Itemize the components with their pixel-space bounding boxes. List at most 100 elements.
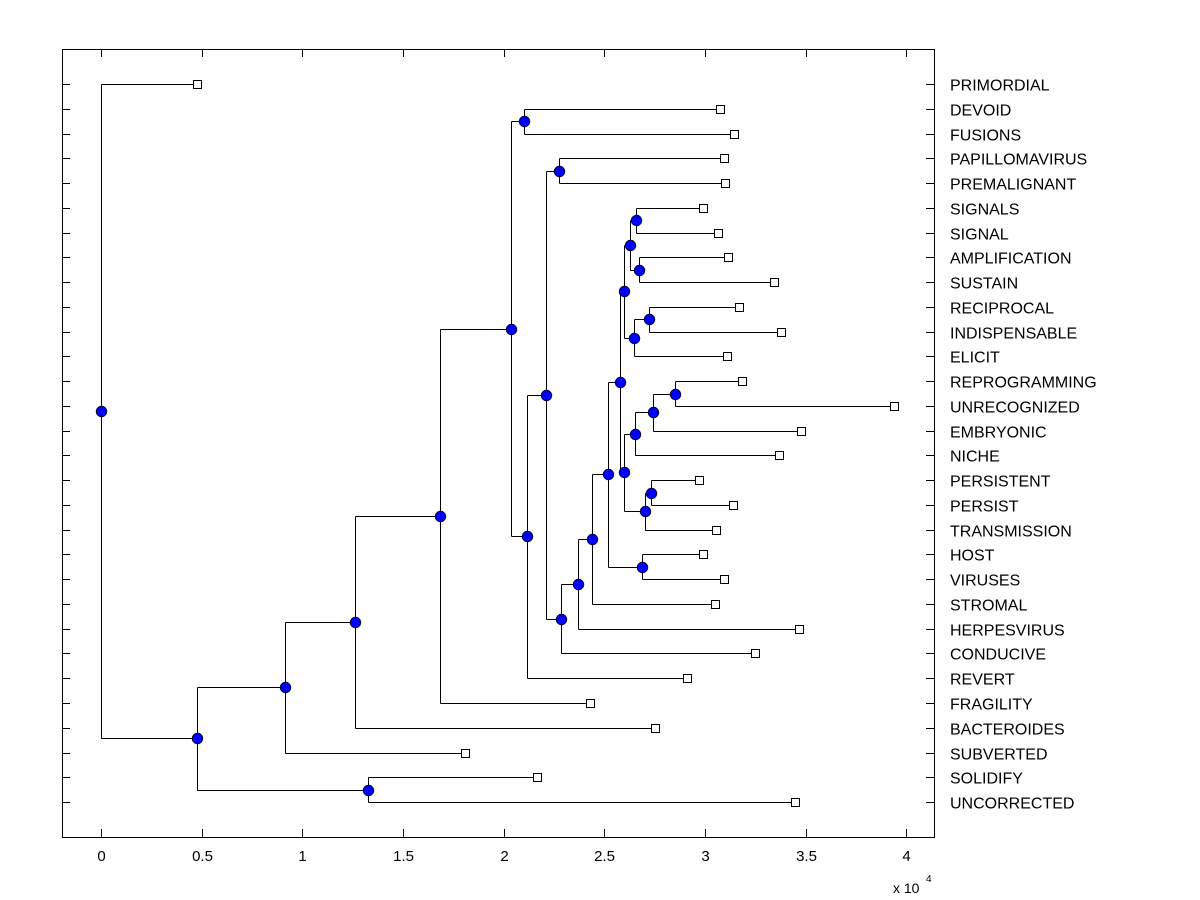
cluster-node-marker: [628, 332, 641, 345]
leaf-marker: [651, 724, 660, 733]
x-tick-label: 0.5: [192, 848, 213, 865]
leaf-label: VIRUSES: [950, 573, 1020, 590]
leaf-marker: [791, 798, 800, 807]
leaf-marker: [683, 674, 692, 683]
leaf-label: TRANSMISSION: [950, 524, 1072, 541]
cluster-node-marker: [349, 616, 362, 629]
leaf-marker: [723, 352, 732, 361]
leaf-label: SUSTAIN: [950, 276, 1018, 293]
leaf-label: SUBVERTED: [950, 747, 1048, 764]
cluster-node-marker: [521, 530, 534, 543]
leaf-marker: [730, 130, 739, 139]
leaf-label: CONDUCIVE: [950, 647, 1046, 664]
leaf-label: RECIPROCAL: [950, 301, 1054, 318]
leaf-marker: [729, 501, 738, 510]
cluster-node-marker: [629, 428, 642, 441]
cluster-node-marker: [624, 239, 637, 252]
leaf-label: FUSIONS: [950, 128, 1021, 145]
leaf-label: AMPLIFICATION: [950, 251, 1072, 268]
leaf-marker: [695, 476, 704, 485]
leaf-label: INDISPENSABLE: [950, 326, 1077, 343]
leaf-marker: [533, 773, 542, 782]
leaf-marker: [716, 105, 725, 114]
leaf-marker: [193, 80, 202, 89]
leaf-label: BACTEROIDES: [950, 722, 1065, 739]
leaf-marker: [724, 253, 733, 262]
cluster-node-marker: [505, 323, 518, 336]
cluster-node-marker: [518, 115, 531, 128]
cluster-node-marker: [618, 466, 631, 479]
cluster-node-marker: [362, 784, 375, 797]
leaf-marker: [751, 649, 760, 658]
leaf-markers: [193, 80, 899, 807]
x-tick-label: 3: [701, 848, 709, 865]
x-tick-label: 4: [902, 848, 910, 865]
cluster-node-marker: [279, 681, 292, 694]
leaf-label: EMBRYONIC: [950, 425, 1047, 442]
x-tick-label: 0: [97, 848, 105, 865]
leaf-labels: PRIMORDIAL DEVOID FUSIONS PAPILLOMAVIRUS PRE…: [950, 78, 1097, 813]
x-scale-exponent: 4: [926, 874, 932, 885]
leaf-label: PERSIST: [950, 499, 1019, 516]
node-markers: [95, 115, 682, 797]
leaf-marker: [720, 154, 729, 163]
cluster-node-marker: [602, 468, 615, 481]
cluster-node-marker: [553, 165, 566, 178]
cluster-node-marker: [555, 613, 568, 626]
leaf-marker: [890, 402, 899, 411]
leaf-label: DEVOID: [950, 103, 1011, 120]
cluster-node-marker: [540, 389, 553, 402]
cluster-node-marker: [618, 285, 631, 298]
x-tick-label: 3.5: [796, 848, 817, 865]
cluster-node-marker: [633, 264, 646, 277]
x-scale-multiplier: x 10: [893, 880, 920, 896]
leaf-label: UNCORRECTED: [950, 796, 1074, 813]
cluster-node-marker: [191, 732, 204, 745]
leaf-label: PERSISTENT: [950, 474, 1051, 491]
leaf-marker: [586, 699, 595, 708]
cluster-node-marker: [639, 505, 652, 518]
cluster-node-marker: [95, 405, 108, 418]
leaf-label: PAPILLOMAVIRUS: [950, 152, 1087, 169]
leaf-marker: [775, 451, 784, 460]
leaf-label: SIGNALS: [950, 202, 1019, 219]
leaf-marker: [721, 179, 730, 188]
leaf-label: SOLIDIFY: [950, 771, 1023, 788]
cluster-node-marker: [614, 376, 627, 389]
x-tick-labels: 0 0.5 1 1.5 2 2.5 3 3.5 4: [97, 848, 910, 865]
leaf-label: REPROGRAMMING: [950, 375, 1097, 392]
leaf-marker: [699, 204, 708, 213]
dendrogram-edges: [101, 84, 895, 803]
x-tick-label: 2: [500, 848, 508, 865]
leaf-label: HOST: [950, 548, 995, 565]
leaf-marker: [738, 377, 747, 386]
cluster-node-marker: [645, 487, 658, 500]
plot-frame: [62, 49, 935, 838]
leaf-marker: [714, 229, 723, 238]
cluster-node-marker: [434, 510, 447, 523]
leaf-marker: [777, 328, 786, 337]
leaf-label: FRAGILITY: [950, 697, 1033, 714]
cluster-node-marker: [643, 313, 656, 326]
leaf-label: STROMAL: [950, 598, 1027, 615]
cluster-node-marker: [572, 578, 585, 591]
leaf-label: NICHE: [950, 449, 1000, 466]
x-tick-label: 2.5: [594, 848, 615, 865]
leaf-marker: [699, 550, 708, 559]
leaf-marker: [461, 749, 470, 758]
leaf-marker: [720, 575, 729, 584]
leaf-marker: [712, 526, 721, 535]
cluster-node-marker: [669, 388, 682, 401]
leaf-label: PREMALIGNANT: [950, 177, 1076, 194]
leaf-label: PRIMORDIAL: [950, 78, 1050, 95]
cluster-node-marker: [636, 561, 649, 574]
leaf-marker: [735, 303, 744, 312]
leaf-label: UNRECOGNIZED: [950, 400, 1080, 417]
leaf-label: SIGNAL: [950, 227, 1009, 244]
leaf-label: ELICIT: [950, 350, 1000, 367]
cluster-node-marker: [586, 533, 599, 546]
leaf-label: HERPESVIRUS: [950, 623, 1065, 640]
cluster-node-marker: [630, 214, 643, 227]
x-tick-label: 1.5: [393, 848, 414, 865]
